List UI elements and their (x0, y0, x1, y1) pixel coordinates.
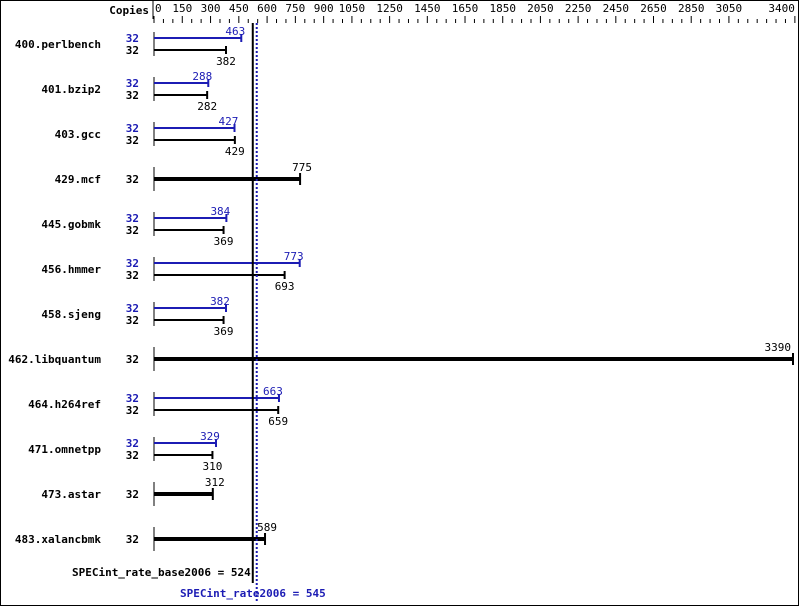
benchmark-label: 445.gobmk (41, 218, 101, 231)
tick-label: 1450 (414, 2, 441, 15)
benchmark-label: 473.astar (41, 488, 101, 501)
peak-value-label: 329 (200, 430, 220, 443)
benchmark-label: 483.xalancbmk (15, 533, 101, 546)
tick-label: 2050 (527, 2, 554, 15)
tick-label: 600 (257, 2, 277, 15)
base-copies: 32 (126, 533, 139, 546)
base-value-label: 382 (216, 55, 236, 68)
base-copies: 32 (126, 314, 139, 327)
base-copies: 32 (126, 89, 139, 102)
base-value-label: 369 (214, 235, 234, 248)
peak-copies: 32 (126, 302, 139, 315)
base-copies: 32 (126, 44, 139, 57)
tick-label: 1250 (376, 2, 403, 15)
base-value-label: 369 (214, 325, 234, 338)
base-mean-label: SPECint_rate_base2006 = 524 (72, 566, 251, 579)
tick-label: 900 (314, 2, 334, 15)
base-value-label: 429 (225, 145, 245, 158)
tick-label: 750 (285, 2, 305, 15)
base-copies: 32 (126, 224, 139, 237)
peak-copies: 32 (126, 392, 139, 405)
peak-value-label: 463 (225, 25, 245, 38)
tick-label: 2250 (565, 2, 592, 15)
benchmark-label: 456.hmmer (41, 263, 101, 276)
base-copies: 32 (126, 134, 139, 147)
peak-copies: 32 (126, 437, 139, 450)
benchmark-label: 464.h264ref (28, 398, 101, 411)
peak-value-label: 427 (219, 115, 239, 128)
peak-value-label: 773 (284, 250, 304, 263)
benchmark-label: 462.libquantum (8, 353, 101, 366)
peak-value-label: 663 (263, 385, 283, 398)
tick-label: 2650 (640, 2, 667, 15)
axis-title: Copies (109, 4, 149, 17)
base-copies: 32 (126, 353, 139, 366)
base-copies: 32 (126, 488, 139, 501)
peak-value-label: 384 (210, 205, 230, 218)
benchmark-label: 429.mcf (55, 173, 101, 186)
base-copies: 32 (126, 449, 139, 462)
base-copies: 32 (126, 269, 139, 282)
benchmark-label: 400.perlbench (15, 38, 101, 51)
tick-label: 2450 (603, 2, 630, 15)
peak-value-label: 288 (192, 70, 212, 83)
peak-value-label: 382 (210, 295, 230, 308)
tick-label: 0 (155, 2, 162, 15)
benchmark-label: 471.omnetpp (28, 443, 101, 456)
base-copies: 32 (126, 173, 139, 186)
tick-label: 450 (229, 2, 249, 15)
tick-label: 1650 (452, 2, 479, 15)
benchmark-label: 458.sjeng (41, 308, 101, 321)
tick-label: 1050 (339, 2, 366, 15)
base-value-label: 693 (275, 280, 295, 293)
tick-label: 3400 (768, 2, 795, 15)
peak-copies: 32 (126, 32, 139, 45)
peak-copies: 32 (126, 122, 139, 135)
base-value-label: 659 (268, 415, 288, 428)
benchmark-label: 401.bzip2 (41, 83, 101, 96)
tick-label: 1850 (489, 2, 516, 15)
peak-copies: 32 (126, 212, 139, 225)
tick-label: 2850 (678, 2, 705, 15)
peak-copies: 32 (126, 257, 139, 270)
peak-mean-label: SPECint_rate2006 = 545 (180, 587, 326, 600)
tick-label: 3050 (716, 2, 743, 15)
tick-label: 300 (201, 2, 221, 15)
base-value-label: 282 (197, 100, 217, 113)
base-value-label: 310 (202, 460, 222, 473)
peak-copies: 32 (126, 77, 139, 90)
base-value-label: 312 (205, 476, 225, 489)
tick-label: 150 (172, 2, 192, 15)
base-value-label: 3390 (765, 341, 792, 354)
base-copies: 32 (126, 404, 139, 417)
base-value-label: 589 (257, 521, 277, 534)
benchmark-label: 403.gcc (55, 128, 101, 141)
base-value-label: 775 (292, 161, 312, 174)
